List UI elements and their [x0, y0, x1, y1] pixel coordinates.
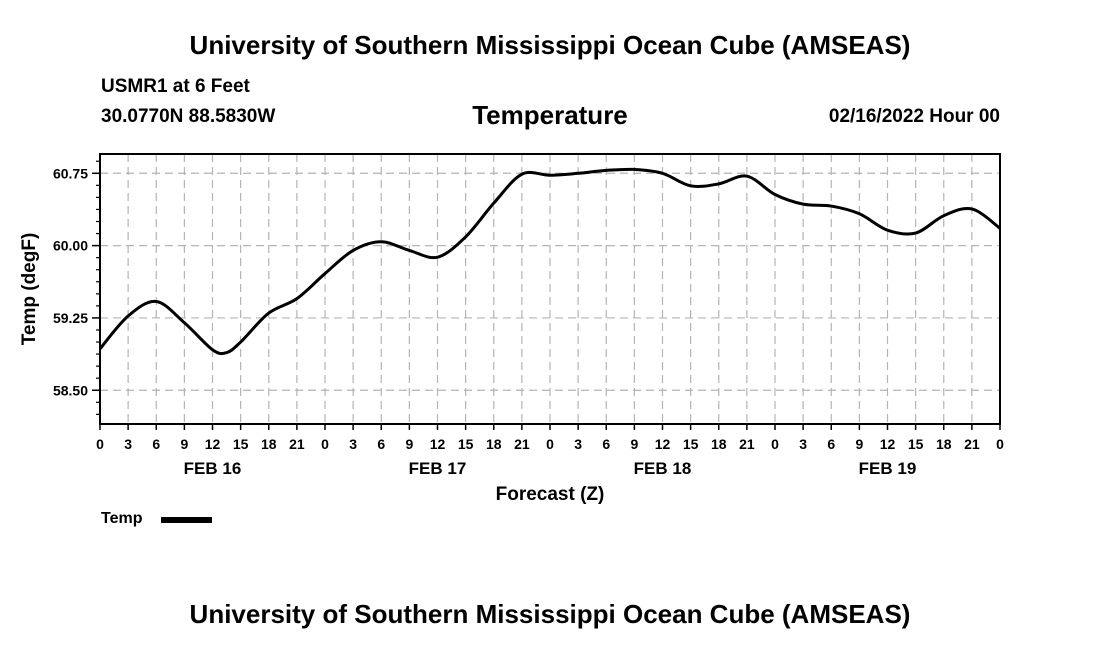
x-tick-label: 9 — [180, 436, 188, 452]
x-tick-label: 3 — [124, 436, 132, 452]
x-day-label: FEB 16 — [184, 459, 242, 478]
x-tick-label: 18 — [486, 436, 502, 452]
x-tick-label: 21 — [964, 436, 980, 452]
x-tick-label: 21 — [514, 436, 530, 452]
x-axis-label: Forecast (Z) — [496, 484, 605, 505]
chart-super-title: University of Southern Mississippi Ocean… — [189, 30, 911, 60]
legend-label: Temp — [101, 510, 143, 527]
x-tick-label: 6 — [602, 436, 610, 452]
x-tick-label: 0 — [321, 436, 329, 452]
y-tick-label: 60.75 — [53, 165, 88, 181]
x-tick-label: 15 — [233, 436, 249, 452]
x-day-label: FEB 19 — [859, 459, 917, 478]
x-tick-label: 6 — [152, 436, 160, 452]
x-tick-label: 9 — [405, 436, 413, 452]
y-axis-label: Temp (degF) — [19, 233, 40, 346]
x-tick-label: 15 — [908, 436, 924, 452]
x-tick-label: 0 — [771, 436, 779, 452]
series-line-temp — [98, 167, 1001, 356]
x-tick-label: 3 — [349, 436, 357, 452]
station-coordinates: 30.0770N 88.5830W — [101, 106, 276, 127]
x-tick-label: 0 — [96, 436, 104, 452]
x-tick-label: 15 — [683, 436, 699, 452]
x-tick-label: 9 — [630, 436, 638, 452]
x-tick-label: 12 — [430, 436, 446, 452]
x-day-label: FEB 18 — [634, 459, 692, 478]
x-day-label: FEB 17 — [409, 459, 467, 478]
variable-title: Temperature — [472, 100, 628, 130]
chart-footer-title: University of Southern Mississippi Ocean… — [189, 599, 911, 629]
x-tick-label: 3 — [574, 436, 582, 452]
x-tick-label: 18 — [261, 436, 277, 452]
forecast-datetime: 02/16/2022 Hour 00 — [828, 106, 1000, 127]
y-tick-label: 58.50 — [53, 382, 88, 398]
x-tick-label: 0 — [546, 436, 554, 452]
x-tick-label: 0 — [996, 436, 1004, 452]
y-tick-label: 60.00 — [53, 238, 88, 254]
x-tick-label: 12 — [655, 436, 671, 452]
x-tick-label: 9 — [855, 436, 863, 452]
x-tick-label: 6 — [377, 436, 385, 452]
x-tick-label: 18 — [711, 436, 727, 452]
station-label: USMR1 at 6 Feet — [101, 76, 250, 97]
x-tick-label: 21 — [739, 436, 755, 452]
x-tick-label: 12 — [880, 436, 896, 452]
x-tick-label: 15 — [458, 436, 474, 452]
x-tick-label: 6 — [827, 436, 835, 452]
legend-swatch — [161, 517, 212, 523]
x-tick-label: 12 — [205, 436, 221, 452]
x-tick-label: 18 — [936, 436, 952, 452]
x-tick-label: 21 — [289, 436, 305, 452]
y-tick-label: 59.25 — [53, 310, 88, 326]
x-tick-label: 3 — [799, 436, 807, 452]
